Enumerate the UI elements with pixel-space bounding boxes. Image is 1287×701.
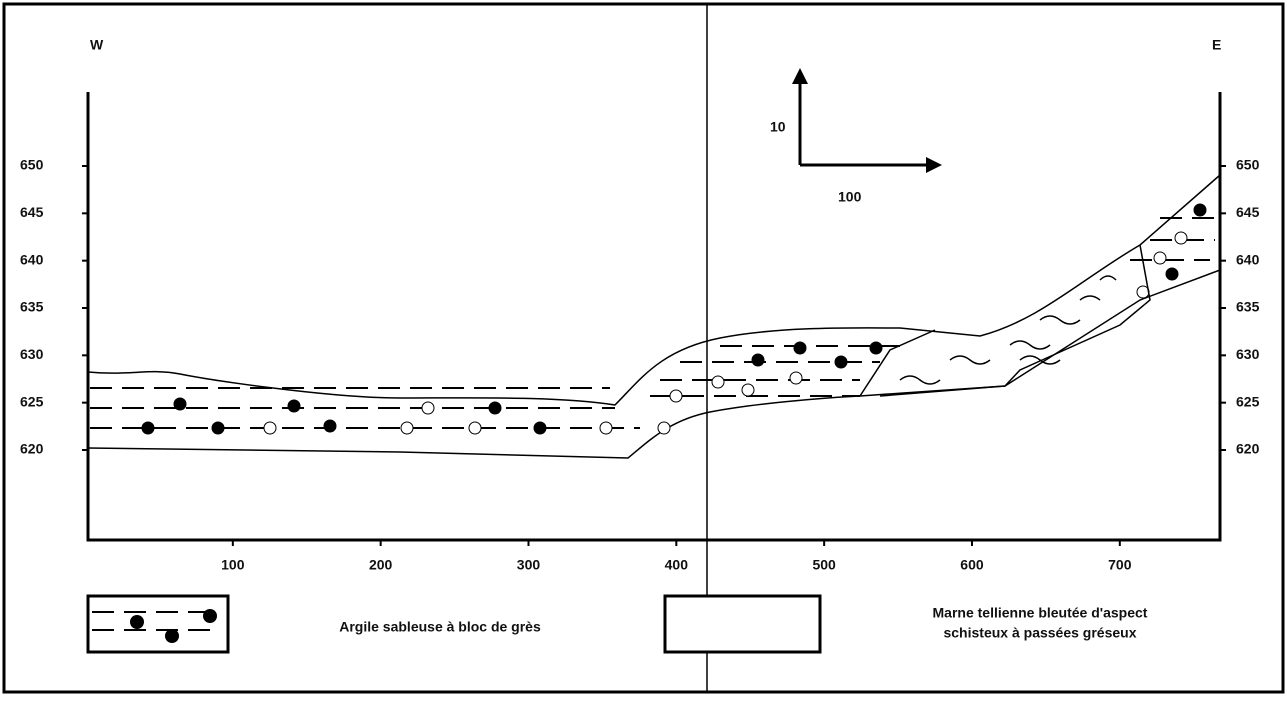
sandstone-blocks <box>142 204 1206 434</box>
elevation-label: 635 <box>20 299 44 315</box>
elevation-label: 620 <box>1236 441 1260 457</box>
legend-label: schisteux à passées gréseux <box>943 625 1136 641</box>
distance-label: 500 <box>812 557 836 573</box>
ground-surface <box>88 175 1220 405</box>
marne-pattern <box>900 276 1116 384</box>
distance-label: 600 <box>960 557 984 573</box>
distance-label: 100 <box>221 557 245 573</box>
elevation-label: 650 <box>20 157 44 173</box>
elevation-label: 630 <box>20 346 44 362</box>
elevation-label: 640 <box>20 251 44 267</box>
distance-label: 700 <box>1108 557 1132 573</box>
scale-vertical: 10 <box>770 119 786 135</box>
elevation-label: 635 <box>1236 299 1260 315</box>
legend-swatch-marne <box>665 596 820 652</box>
legend-swatch-argile <box>88 596 228 652</box>
distance-label: 200 <box>369 557 393 573</box>
west-label: W <box>90 37 104 53</box>
elevation-label: 645 <box>20 204 44 220</box>
scale-horizontal: 100 <box>838 189 862 205</box>
elevation-label: 625 <box>20 393 44 409</box>
elevation-label: 650 <box>1236 157 1260 173</box>
elevation-label: 645 <box>1236 204 1260 220</box>
frame <box>4 4 1283 692</box>
elevation-label: 630 <box>1236 346 1260 362</box>
distance-label: 400 <box>665 557 689 573</box>
elevation-label: 625 <box>1236 393 1260 409</box>
distance-label: 300 <box>517 557 541 573</box>
legend-label: Marne tellienne bleutée d'aspect <box>933 605 1148 621</box>
east-label: E <box>1212 37 1221 53</box>
legend-label: Argile sableuse à bloc de grès <box>339 619 541 635</box>
elevation-label: 640 <box>1236 251 1260 267</box>
argile-dashes <box>90 218 1215 428</box>
elevation-label: 620 <box>20 441 44 457</box>
scale-bar <box>792 68 942 173</box>
cross-section: W E 10 100 Argile sableuse à bloc de grè… <box>0 0 1287 696</box>
